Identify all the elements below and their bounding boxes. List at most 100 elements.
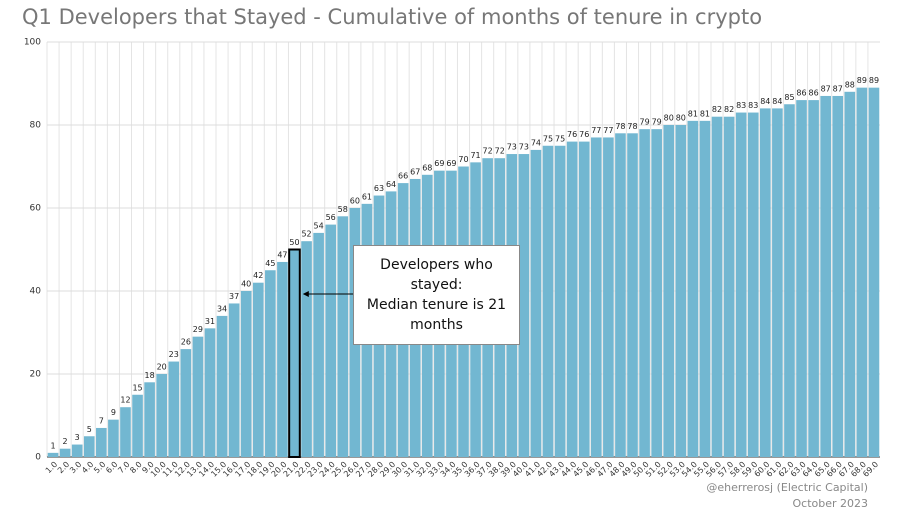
bar [108,419,119,457]
value-label: 81 [688,109,698,118]
value-label: 40 [241,280,251,289]
bar [566,141,578,457]
bar [735,112,747,458]
bar [759,108,771,458]
value-label: 26 [181,338,191,347]
value-label: 82 [712,105,722,114]
value-label: 1 [50,441,55,450]
bar [687,120,699,457]
value-label: 75 [555,134,565,143]
value-label: 66 [398,172,408,181]
bar [204,328,216,457]
bar [868,87,880,458]
value-label: 47 [277,250,287,259]
value-label: 42 [253,271,263,280]
annotation: Developers who stayed: Median tenure is … [353,245,520,345]
value-label: 9 [111,408,116,417]
bar [47,452,59,457]
value-label: 45 [265,259,275,268]
value-label: 85 [784,93,794,102]
date: October 2023 [792,497,868,510]
y-tick-label: 100 [24,38,41,48]
bar [120,407,131,457]
bar [192,336,204,457]
bar [615,133,626,458]
value-label: 77 [603,126,613,135]
value-label: 69 [434,159,444,168]
value-label: 60 [350,197,360,206]
bar [554,145,566,457]
value-label: 80 [676,114,686,123]
bar [856,87,868,458]
value-label: 79 [639,118,649,127]
value-label: 31 [205,317,215,326]
value-label: 69 [446,159,456,168]
bar [168,361,180,457]
value-label: 7 [99,416,104,425]
bar [627,133,638,458]
bar [723,116,735,457]
value-label: 18 [145,371,155,380]
bar [711,116,723,457]
value-label: 72 [483,147,493,156]
bar [240,291,252,457]
bar [96,427,107,457]
bar [313,232,324,457]
y-tick-label: 60 [30,204,42,214]
value-label: 84 [760,97,770,106]
bar [675,125,687,457]
bar [132,394,143,457]
bar [71,444,83,457]
y-tick-label: 40 [30,287,42,297]
value-label: 89 [857,76,867,85]
value-label: 86 [796,89,806,98]
bar [337,216,349,457]
value-label: 78 [615,122,625,131]
bar [772,108,783,458]
value-label: 73 [519,143,529,152]
value-label: 79 [652,118,662,127]
bar [277,261,288,457]
bar [590,137,602,457]
bar [796,100,807,457]
value-label: 88 [845,80,855,89]
bar [832,95,844,457]
value-label: 81 [700,109,710,118]
bar [542,145,554,457]
value-label: 80 [664,114,674,123]
value-label: 63 [374,184,384,193]
value-label: 67 [410,167,420,176]
bar [301,241,312,457]
bar [325,224,337,457]
value-label: 76 [579,130,589,139]
value-label: 68 [422,163,432,172]
value-label: 89 [869,76,879,85]
value-label: 5 [87,425,92,434]
value-label: 64 [386,180,396,189]
y-tick-label: 80 [30,121,42,131]
bar [288,248,301,458]
chart-title: Q1 Developers that Stayed - Cumulative o… [22,5,762,29]
bar [518,154,530,458]
arrow-head [302,291,309,297]
bar [216,315,228,457]
value-label: 23 [169,350,179,359]
bar [578,141,590,457]
value-label: 83 [736,101,746,110]
bar [844,91,856,458]
value-label: 54 [314,221,324,230]
value-label: 50 [289,238,299,247]
bar [603,137,614,457]
bar [808,100,819,457]
bar [252,282,264,457]
annotation-line: Median tenure is 21 [366,297,507,313]
value-label: 15 [132,383,142,392]
bar [651,129,662,457]
value-label: 12 [120,396,130,405]
bar [639,129,650,457]
value-label: 77 [591,126,601,135]
value-label: 73 [507,143,517,152]
annotation-line: Developers who [380,257,493,273]
value-label: 86 [809,89,819,98]
